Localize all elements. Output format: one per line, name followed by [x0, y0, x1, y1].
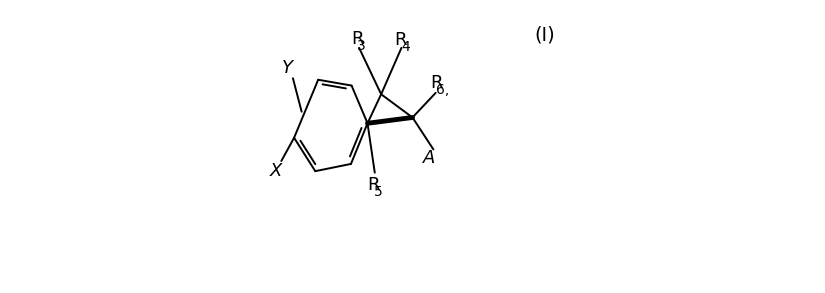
Text: R: R [394, 31, 407, 49]
Text: R: R [367, 176, 380, 194]
Text: A: A [423, 149, 436, 166]
Text: Y: Y [282, 59, 293, 77]
Text: R: R [351, 30, 364, 48]
Text: 4: 4 [401, 40, 410, 54]
Text: R: R [430, 74, 442, 92]
Text: 6,: 6, [436, 84, 450, 98]
Text: (I): (I) [534, 25, 555, 44]
Text: X: X [269, 162, 281, 180]
Text: 5: 5 [374, 185, 383, 199]
Text: 3: 3 [357, 39, 366, 53]
